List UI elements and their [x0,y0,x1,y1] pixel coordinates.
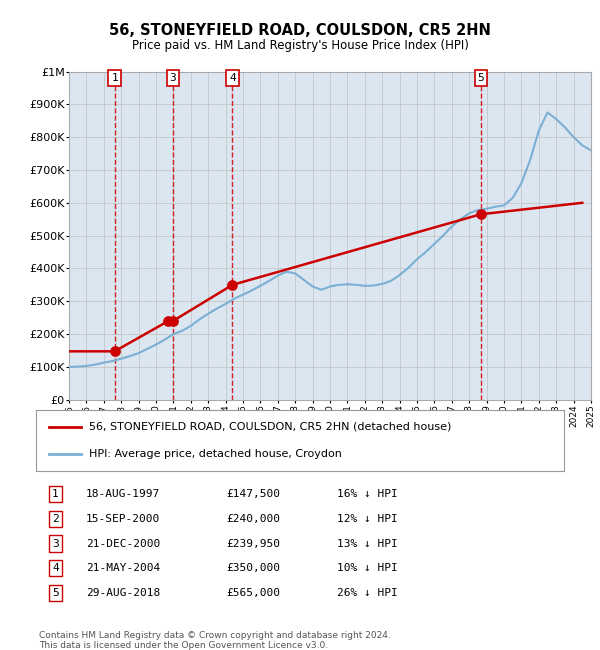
Text: 29-AUG-2018: 29-AUG-2018 [86,588,160,598]
Point [110,346,119,357]
Text: 4: 4 [229,73,236,83]
Text: 5: 5 [52,588,59,598]
Text: 5: 5 [478,73,484,83]
Point [164,316,173,326]
Text: 1: 1 [111,73,118,83]
Text: £239,950: £239,950 [226,538,280,549]
Point [227,280,237,290]
Text: £147,500: £147,500 [226,489,280,499]
Text: £350,000: £350,000 [226,564,280,573]
Text: 12% ↓ HPI: 12% ↓ HPI [337,514,398,524]
Text: 10% ↓ HPI: 10% ↓ HPI [337,564,398,573]
Text: 4: 4 [52,564,59,573]
Point [168,316,178,326]
Text: £565,000: £565,000 [226,588,280,598]
Text: 1: 1 [52,489,59,499]
Text: 21-MAY-2004: 21-MAY-2004 [86,564,160,573]
Text: Price paid vs. HM Land Registry's House Price Index (HPI): Price paid vs. HM Land Registry's House … [131,39,469,52]
Text: 16% ↓ HPI: 16% ↓ HPI [337,489,398,499]
Text: 56, STONEYFIELD ROAD, COULSDON, CR5 2HN: 56, STONEYFIELD ROAD, COULSDON, CR5 2HN [109,23,491,38]
Text: 2: 2 [52,514,59,524]
Text: 26% ↓ HPI: 26% ↓ HPI [337,588,398,598]
Text: 56, STONEYFIELD ROAD, COULSDON, CR5 2HN (detached house): 56, STONEYFIELD ROAD, COULSDON, CR5 2HN … [89,422,451,432]
Text: 21-DEC-2000: 21-DEC-2000 [86,538,160,549]
Text: 18-AUG-1997: 18-AUG-1997 [86,489,160,499]
Text: HPI: Average price, detached house, Croydon: HPI: Average price, detached house, Croy… [89,449,341,459]
Text: £240,000: £240,000 [226,514,280,524]
Text: 3: 3 [170,73,176,83]
Text: 3: 3 [52,538,59,549]
Point [476,209,485,220]
Text: Contains HM Land Registry data © Crown copyright and database right 2024.
This d: Contains HM Land Registry data © Crown c… [39,630,391,650]
Text: 13% ↓ HPI: 13% ↓ HPI [337,538,398,549]
Text: 15-SEP-2000: 15-SEP-2000 [86,514,160,524]
